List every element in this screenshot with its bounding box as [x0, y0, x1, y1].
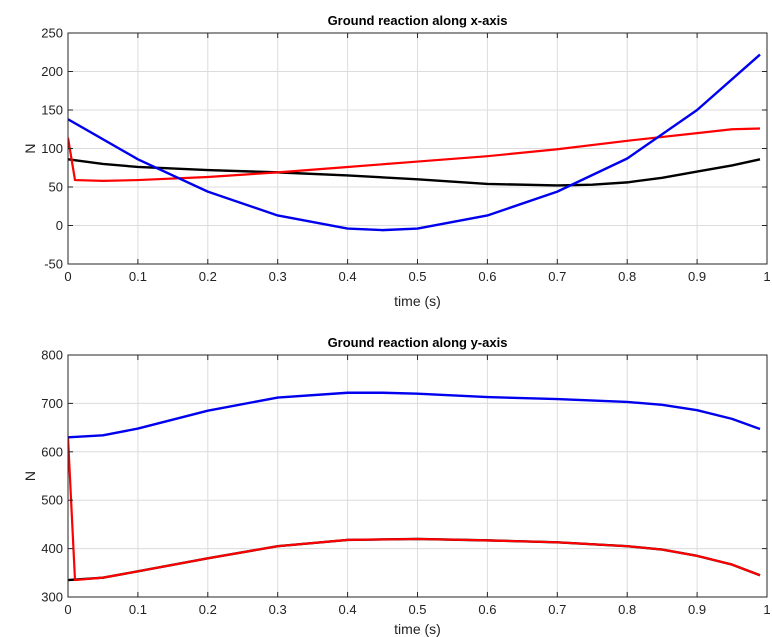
chart-title: Ground reaction along y-axis	[328, 335, 508, 350]
x-tick-label: 0.6	[478, 269, 496, 284]
x-axis-label: time (s)	[394, 621, 441, 637]
x-tick-label: 0.5	[408, 269, 426, 284]
x-tick-label: 0.3	[269, 269, 287, 284]
x-tick-label: 1	[763, 602, 770, 617]
x-tick-label: 0.8	[618, 269, 636, 284]
y-tick-label: 700	[41, 396, 63, 411]
series-line-2	[68, 127, 761, 182]
x-axis-label: time (s)	[394, 293, 441, 309]
series-line-1	[68, 158, 761, 187]
x-tick-label: 0.9	[688, 602, 706, 617]
x-tick-label: 0.2	[199, 269, 217, 284]
x-tick-label: 0.6	[478, 602, 496, 617]
x-tick-label: 0.1	[129, 602, 147, 617]
series-line-3	[68, 391, 761, 439]
y-tick-label: 0	[56, 218, 63, 233]
x-tick-label: 0	[64, 602, 71, 617]
y-tick-label: 300	[41, 590, 63, 605]
chart-1: 0 0.1 0.2 0.3 0.4 0.5 0.6 0.7 0.8 0.9 1-5005010015…	[22, 13, 771, 309]
y-tick-label: 800	[41, 348, 63, 363]
x-tick-label: 0.1	[129, 269, 147, 284]
y-axis-label: N	[22, 143, 38, 153]
y-tick-label: 250	[41, 26, 63, 41]
x-tick-label: 0.5	[408, 602, 426, 617]
y-tick-label: 100	[41, 141, 63, 156]
chart-title: Ground reaction along x-axis	[328, 13, 508, 28]
y-tick-label: 50	[49, 180, 63, 195]
y-tick-label: -50	[44, 257, 63, 272]
series-line-3	[68, 53, 761, 232]
x-tick-label: 0.8	[618, 602, 636, 617]
series-line-2	[68, 437, 761, 582]
y-tick-label: 150	[41, 103, 63, 118]
x-tick-label: 0.3	[269, 602, 287, 617]
series-line-1	[68, 537, 761, 582]
x-tick-label: 0.7	[548, 602, 566, 617]
y-tick-label: 500	[41, 493, 63, 508]
x-tick-label: 1	[763, 269, 770, 284]
y-tick-label: 400	[41, 541, 63, 556]
y-tick-label: 200	[41, 64, 63, 79]
x-tick-label: 0.4	[339, 602, 357, 617]
x-tick-label: 0	[64, 269, 71, 284]
chart-2: 0 0.1 0.2 0.3 0.4 0.5 0.6 0.7 0.8 0.9 1 300 400 500 60…	[22, 335, 771, 637]
y-axis-label: N	[22, 471, 38, 481]
x-tick-label: 0.7	[548, 269, 566, 284]
y-tick-label: 600	[41, 444, 63, 459]
x-tick-label: 0.9	[688, 269, 706, 284]
x-tick-label: 0.4	[339, 269, 357, 284]
x-tick-label: 0.2	[199, 602, 217, 617]
